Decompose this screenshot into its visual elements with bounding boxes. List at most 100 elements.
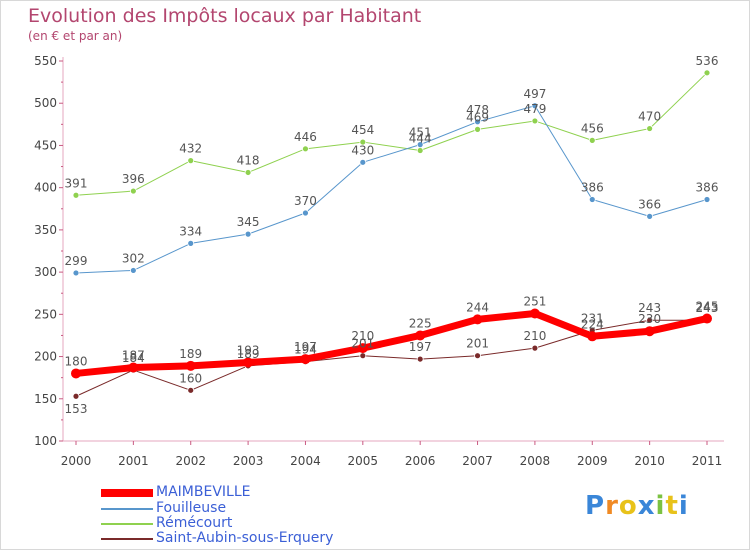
data-label-maimbeville: 187 — [122, 349, 145, 363]
data-label-maimbeville: 210 — [351, 329, 374, 343]
data-label-fouilleuse: 302 — [122, 251, 145, 265]
legend-label-saint-aubin-sous-erquery: Saint-Aubin-sous-Erquery — [156, 530, 334, 546]
data-label-maimbeville: 197 — [294, 340, 317, 354]
data-point-maimbeville — [185, 360, 196, 371]
x-tick-label: 2010 — [634, 454, 665, 468]
data-point-saint-aubin-sous-erquery — [72, 392, 80, 400]
x-tick-label: 2001 — [118, 454, 149, 468]
proxiti-logo: Proxiti — [585, 491, 689, 521]
data-label-fouilleuse: 386 — [581, 180, 604, 194]
y-tick-label: 150 — [34, 392, 57, 406]
data-point-r-m-court — [646, 125, 654, 132]
data-point-saint-aubin-sous-erquery — [646, 316, 654, 324]
legend-swatch-r-m-court — [101, 523, 153, 525]
y-tick-label: 450 — [34, 138, 57, 152]
data-point-r-m-court — [531, 117, 539, 125]
chart-subtitle: (en € et par an) — [28, 29, 123, 43]
y-tick-label: 250 — [34, 307, 57, 321]
data-point-fouilleuse — [129, 267, 137, 274]
x-tick-label: 2008 — [520, 454, 551, 468]
legend-swatch-saint-aubin-sous-erquery — [101, 538, 153, 540]
data-point-maimbeville — [472, 314, 483, 325]
data-point-r-m-court — [703, 69, 711, 77]
data-point-r-m-court — [244, 169, 252, 176]
data-point-fouilleuse — [531, 102, 539, 110]
data-point-r-m-court — [588, 136, 596, 144]
data-label-saint-aubin-sous-erquery: 197 — [409, 340, 432, 354]
data-label-saint-aubin-sous-erquery: 160 — [179, 371, 202, 385]
data-point-saint-aubin-sous-erquery — [416, 355, 424, 363]
data-label-maimbeville: 251 — [523, 294, 546, 308]
x-tick-label: 2007 — [462, 454, 493, 468]
x-tick-label: 2003 — [233, 454, 264, 468]
data-label-saint-aubin-sous-erquery: 210 — [523, 329, 546, 343]
legend-label-fouilleuse: Fouilleuse — [156, 500, 227, 516]
legend-swatch-fouilleuse — [101, 508, 153, 510]
data-point-fouilleuse — [187, 239, 195, 247]
data-label-saint-aubin-sous-erquery: 231 — [581, 311, 604, 325]
data-label-r-m-court: 432 — [179, 142, 202, 156]
data-point-r-m-court — [72, 191, 80, 199]
data-point-fouilleuse — [646, 212, 654, 220]
data-point-fouilleuse — [302, 209, 309, 217]
data-point-fouilleuse — [244, 230, 252, 238]
data-label-r-m-court: 418 — [237, 153, 260, 167]
data-label-r-m-court: 469 — [466, 110, 489, 124]
data-point-fouilleuse — [359, 158, 367, 166]
x-tick-label: 2000 — [61, 454, 92, 468]
data-label-maimbeville: 225 — [409, 316, 432, 330]
data-point-saint-aubin-sous-erquery — [187, 386, 195, 394]
x-tick-label: 2005 — [348, 454, 379, 468]
data-label-r-m-court: 454 — [351, 123, 374, 137]
data-label-r-m-court: 470 — [638, 110, 661, 124]
y-tick-label: 500 — [34, 96, 57, 110]
data-point-maimbeville — [702, 313, 712, 324]
data-point-saint-aubin-sous-erquery — [359, 352, 367, 360]
data-point-fouilleuse — [416, 141, 424, 149]
data-label-maimbeville: 193 — [237, 343, 260, 357]
series-line-saint-aubin-sous-erquery — [75, 319, 708, 397]
legend-label-maimbeville: MAIMBEVILLE — [156, 484, 251, 500]
data-label-fouilleuse: 299 — [65, 254, 88, 268]
data-point-maimbeville — [71, 368, 81, 379]
data-label-maimbeville: 180 — [65, 354, 88, 368]
y-tick-label: 550 — [34, 54, 57, 68]
legend-swatch-maimbeville — [101, 489, 153, 497]
data-point-r-m-court — [416, 147, 424, 154]
data-label-r-m-court: 396 — [122, 172, 145, 186]
data-label-maimbeville: 189 — [179, 347, 202, 361]
series-line-fouilleuse — [75, 105, 708, 274]
data-point-maimbeville — [529, 308, 540, 319]
data-point-r-m-court — [302, 145, 309, 153]
data-label-r-m-court: 479 — [523, 102, 546, 116]
data-label-fouilleuse: 478 — [466, 103, 489, 117]
x-tick-label: 2006 — [405, 454, 436, 468]
data-label-saint-aubin-sous-erquery: 201 — [466, 337, 489, 351]
data-point-saint-aubin-sous-erquery — [474, 352, 481, 360]
y-tick-label: 300 — [34, 265, 57, 279]
data-label-maimbeville: 245 — [696, 300, 719, 314]
x-tick-label: 2004 — [290, 454, 321, 468]
data-label-r-m-court: 536 — [696, 54, 719, 68]
data-point-fouilleuse — [588, 196, 596, 203]
data-label-maimbeville: 230 — [638, 312, 661, 326]
data-label-saint-aubin-sous-erquery: 243 — [638, 301, 661, 315]
data-label-saint-aubin-sous-erquery: 153 — [65, 402, 88, 416]
x-tick-label: 2002 — [175, 454, 206, 468]
x-tick-label: 2011 — [692, 454, 723, 468]
y-tick-label: 200 — [34, 350, 57, 364]
data-point-fouilleuse — [703, 196, 711, 203]
data-label-fouilleuse: 345 — [237, 215, 260, 229]
data-point-fouilleuse — [72, 269, 80, 277]
data-point-maimbeville — [415, 330, 426, 341]
data-point-maimbeville — [243, 357, 254, 368]
data-label-fouilleuse: 430 — [351, 143, 374, 157]
data-label-fouilleuse: 386 — [696, 180, 719, 194]
data-point-r-m-court — [359, 138, 367, 146]
y-tick-label: 350 — [34, 223, 57, 237]
data-label-maimbeville: 244 — [466, 300, 489, 314]
data-label-saint-aubin-sous-erquery: 184 — [122, 351, 145, 365]
data-label-fouilleuse: 366 — [638, 197, 661, 211]
